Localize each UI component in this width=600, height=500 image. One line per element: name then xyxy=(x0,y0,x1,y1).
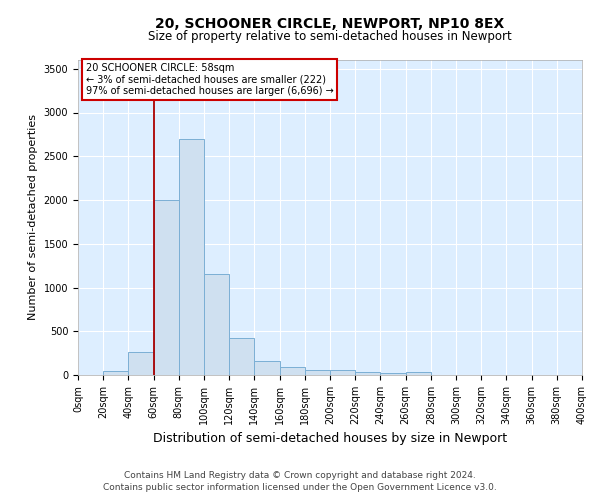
Bar xyxy=(305,370,330,375)
Bar xyxy=(355,372,380,375)
Y-axis label: Number of semi-detached properties: Number of semi-detached properties xyxy=(28,114,38,320)
Bar xyxy=(179,138,204,375)
Text: Contains HM Land Registry data © Crown copyright and database right 2024.: Contains HM Land Registry data © Crown c… xyxy=(124,471,476,480)
Bar xyxy=(254,361,280,375)
Text: Size of property relative to semi-detached houses in Newport: Size of property relative to semi-detach… xyxy=(148,30,512,43)
Bar xyxy=(204,274,229,375)
Bar xyxy=(330,370,355,375)
Bar xyxy=(154,200,179,375)
Text: Contains public sector information licensed under the Open Government Licence v3: Contains public sector information licen… xyxy=(103,484,497,492)
Bar xyxy=(128,352,154,375)
Bar xyxy=(406,372,431,375)
Text: 20, SCHOONER CIRCLE, NEWPORT, NP10 8EX: 20, SCHOONER CIRCLE, NEWPORT, NP10 8EX xyxy=(155,18,505,32)
Bar xyxy=(103,370,128,375)
Text: 20 SCHOONER CIRCLE: 58sqm
← 3% of semi-detached houses are smaller (222)
97% of : 20 SCHOONER CIRCLE: 58sqm ← 3% of semi-d… xyxy=(86,63,334,96)
Bar xyxy=(280,367,305,375)
Bar xyxy=(380,373,406,375)
Bar xyxy=(229,338,254,375)
X-axis label: Distribution of semi-detached houses by size in Newport: Distribution of semi-detached houses by … xyxy=(153,432,507,446)
